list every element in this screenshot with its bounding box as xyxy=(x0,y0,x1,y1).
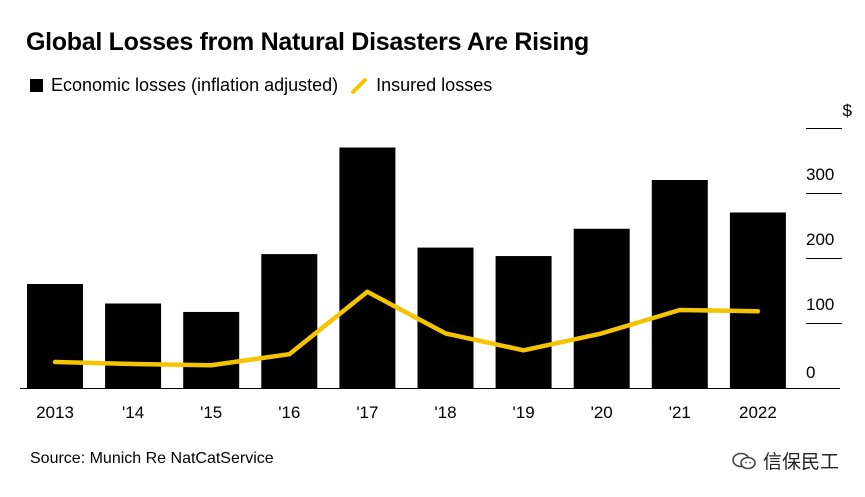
legend-item-economic: Economic losses (inflation adjusted) xyxy=(30,75,338,96)
x-tick-label-3: '16 xyxy=(278,403,300,422)
bar-7 xyxy=(573,228,630,388)
bar-8 xyxy=(651,180,708,388)
x-tick-label-7: '20 xyxy=(591,403,613,422)
y-tick-label-3: 300 xyxy=(806,165,834,184)
bar-2 xyxy=(183,311,240,388)
bar-4 xyxy=(339,147,396,388)
legend-label-insured: Insured losses xyxy=(376,75,493,95)
y-unit-label: $ xyxy=(843,101,853,120)
bar-1 xyxy=(105,303,162,388)
line-swatch-icon xyxy=(351,77,368,94)
x-tick-label-9: 2022 xyxy=(739,403,777,422)
chart-title: Global Losses from Natural Disasters Are… xyxy=(26,28,589,56)
source-note: Source: Munich Re NatCatService xyxy=(30,450,274,467)
x-tick-label-4: '17 xyxy=(356,403,378,422)
legend-label-economic: Economic losses (inflation adjusted) xyxy=(51,75,339,95)
watermark: 信保民工 xyxy=(731,447,839,474)
legend-item-insured: Insured losses xyxy=(350,75,492,96)
insured-losses-line xyxy=(52,289,761,368)
bar-5 xyxy=(417,247,474,388)
wechat-icon xyxy=(732,452,756,469)
legend: Economic losses (inflation adjusted) Ins… xyxy=(30,75,492,96)
x-tick-label-1: '14 xyxy=(122,403,144,422)
x-tick-label-5: '18 xyxy=(434,403,456,422)
bar-3 xyxy=(261,254,318,388)
y-tick-label-0: 0 xyxy=(806,363,815,382)
bar-0 xyxy=(27,284,83,388)
y-tick-label-1: 100 xyxy=(806,295,834,314)
x-tick-label-0: 2013 xyxy=(36,403,74,422)
x-tick-label-6: '19 xyxy=(513,403,535,422)
x-tick-label-2: '15 xyxy=(200,403,222,422)
bar-swatch-icon xyxy=(30,79,43,92)
x-tick-label-8: '21 xyxy=(669,403,691,422)
y-tick-label-2: 200 xyxy=(806,230,834,249)
bar-6 xyxy=(495,256,552,388)
chart-plot: 2013 '14 '15 '16 '17 '18 '19 '20 '21 2022 $0 100 200… xyxy=(20,101,853,422)
bar-9 xyxy=(729,212,786,388)
watermark-text: 信保民工 xyxy=(762,452,839,473)
